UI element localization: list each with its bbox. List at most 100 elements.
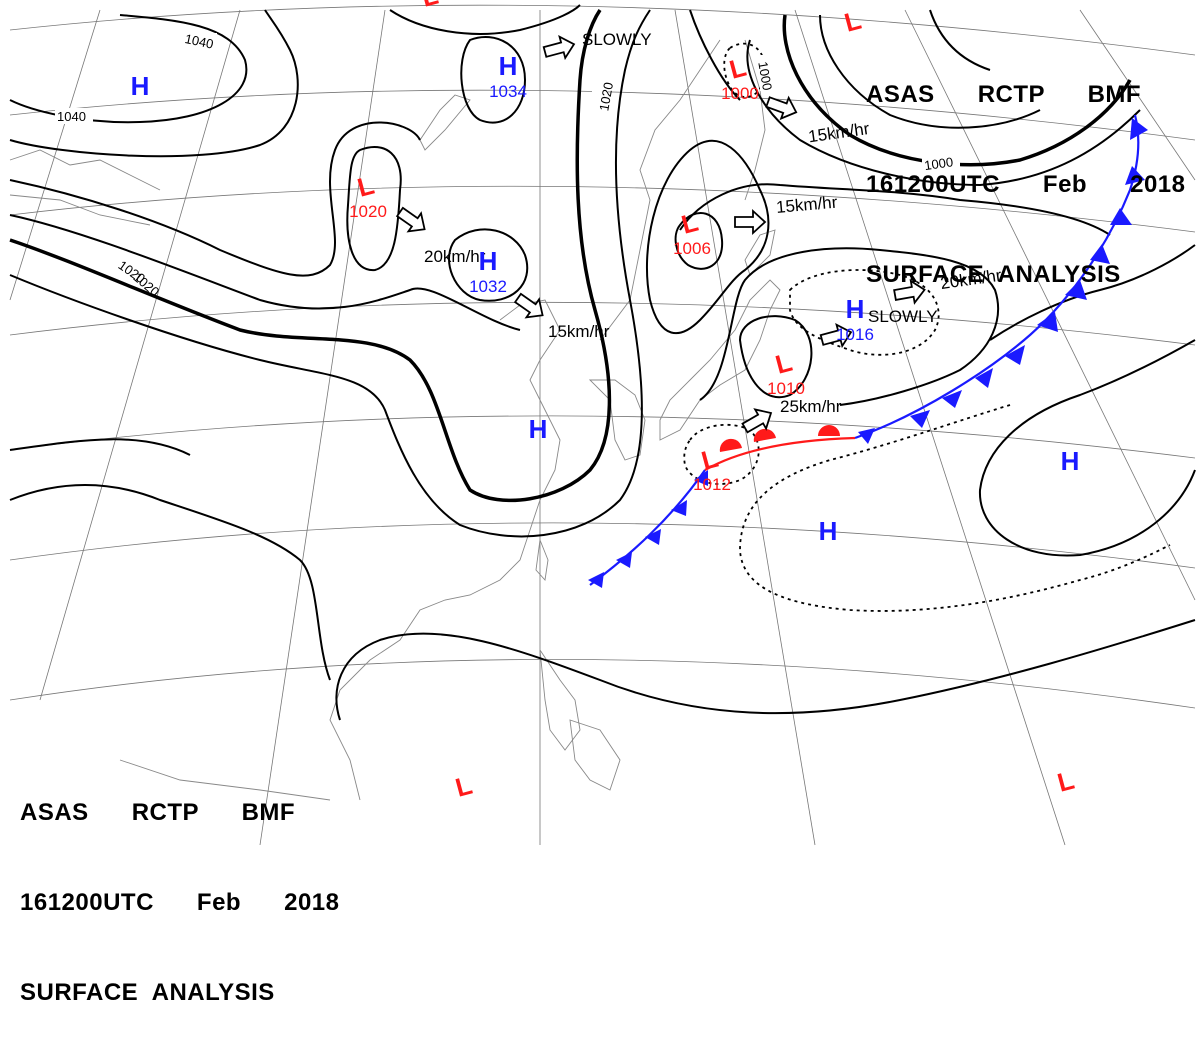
footer-line-1: ASAS RCTP BMF (20, 799, 296, 826)
movement-label: 25km/hr (780, 397, 842, 416)
movement-arrow-icon (542, 34, 576, 61)
longitude-line (9, 9, 101, 301)
cold-front-triangle (1130, 118, 1148, 140)
isobar-label: 1000 (923, 154, 954, 173)
high-pressure-symbol: H (846, 294, 865, 324)
footer-line-3: SURFACE ANALYSIS (20, 979, 275, 1006)
longitude-line (794, 9, 1066, 846)
coastline (535, 538, 549, 582)
latitude-line (9, 522, 1196, 569)
cold-front-line (854, 114, 1140, 440)
low-pressure-symbol: L (841, 5, 864, 38)
cold-front-triangle (942, 390, 962, 408)
cold-front-triangle (1110, 208, 1132, 225)
movement-arrow-icon (893, 279, 926, 305)
warm-front (704, 425, 856, 471)
isobar (9, 438, 191, 456)
movement-arrow-icon (765, 95, 798, 121)
latitude-line (9, 4, 1196, 56)
low-pressure-symbol: L (452, 770, 475, 803)
high-pressure-symbol: H (479, 246, 498, 276)
cold-front-triangle (694, 470, 708, 486)
movement-arrow-icon (734, 208, 767, 236)
isobar (819, 14, 1041, 129)
low-pressure-symbol: L (354, 170, 377, 203)
cold-front-triangle (588, 572, 604, 588)
low-pressure-symbol: L (678, 207, 701, 240)
coastlines (9, 39, 781, 801)
header-line-3: SURFACE ANALYSIS (866, 261, 1121, 288)
isobar (929, 9, 991, 71)
high-pressure-symbol: H (529, 414, 548, 444)
warm-front-semicircle (753, 428, 776, 442)
coastline (419, 94, 471, 151)
dashed-isobar (739, 404, 1171, 612)
isobar-label: 1040 (57, 109, 86, 124)
isobar (689, 9, 741, 101)
cold-front-triangle (1005, 345, 1025, 365)
header-line-2: 161200UTC Feb 2018 (866, 171, 1186, 198)
coastline (588, 379, 646, 461)
isobar (9, 9, 299, 158)
isobar (978, 339, 1196, 557)
movement-label: 20km/hr (424, 247, 486, 266)
latitude-line (9, 185, 1196, 233)
isobar (989, 244, 1196, 341)
pressure-value: 1032 (469, 277, 507, 296)
latitude-line (9, 89, 1196, 141)
cold-front-triangle (975, 368, 993, 388)
cold-front-triangle (616, 552, 632, 568)
isobar (9, 214, 521, 331)
isobar (448, 228, 529, 302)
isobar (9, 121, 421, 277)
isobar-label: 1040 (183, 31, 214, 52)
movement-labels: SLOWLY 20km/hr 15km/hr 15km/hr 15km/hr 2… (424, 30, 1003, 416)
chart-header-top-right: ASAS RCTP BMF 161200UTC Feb 2018 SURFACE… (866, 20, 1185, 320)
cold-front-triangle (858, 428, 875, 444)
latitude-line (9, 415, 1196, 459)
isobar-label: 1000 (755, 60, 775, 91)
coastline (599, 39, 721, 341)
coastline (9, 149, 161, 191)
cold-front-triangle (1125, 166, 1145, 185)
low-pressure-symbol: L (1054, 765, 1077, 798)
coastline (659, 279, 781, 441)
pressure-value: 1006 (673, 239, 711, 258)
movement-label: 15km/hr (548, 322, 610, 341)
header-line-1: ASAS RCTP BMF (866, 81, 1142, 108)
movement-label: SLOWLY (868, 307, 938, 326)
isobar (9, 484, 331, 681)
latitude-line (9, 659, 1196, 709)
warm-front-semicircle (818, 425, 840, 436)
cold-front-triangle (671, 500, 687, 516)
high-pressure-symbol: H (499, 51, 518, 81)
pressure-value: 1012 (693, 475, 731, 494)
isobar-label: 1020 (596, 81, 616, 112)
latitude-line (9, 301, 1196, 346)
coastline (119, 759, 331, 801)
footer-line-2: 161200UTC Feb 2018 (20, 889, 340, 916)
movement-label: SLOWLY (582, 30, 652, 49)
cold-front-triangle (645, 529, 661, 545)
isobar (346, 145, 402, 272)
cold-front-triangle (1037, 312, 1058, 332)
isobars (9, 4, 1196, 721)
coastline (744, 39, 766, 201)
isobar (335, 619, 1196, 721)
movement-arrow-icon (741, 408, 773, 434)
cold-front-triangle (1065, 280, 1087, 300)
pressure-value: 1016 (836, 325, 874, 344)
movement-arrow-icon (395, 206, 426, 233)
warm-front-line (704, 436, 856, 471)
low-pressure-symbol: L (772, 347, 795, 380)
isobar (699, 247, 1000, 406)
movement-arrow-icon (819, 322, 853, 349)
pressure-value: 1000 (721, 84, 759, 103)
isobar-labels: 1040 1040 1020 1020 1020 1000 1000 (55, 31, 960, 299)
coastline (9, 194, 151, 226)
pressure-value: 1020 (349, 202, 387, 221)
coastline (329, 299, 561, 801)
low-pressure-symbol: L (698, 443, 721, 476)
cold-front (588, 114, 1148, 588)
isobar (389, 4, 581, 35)
